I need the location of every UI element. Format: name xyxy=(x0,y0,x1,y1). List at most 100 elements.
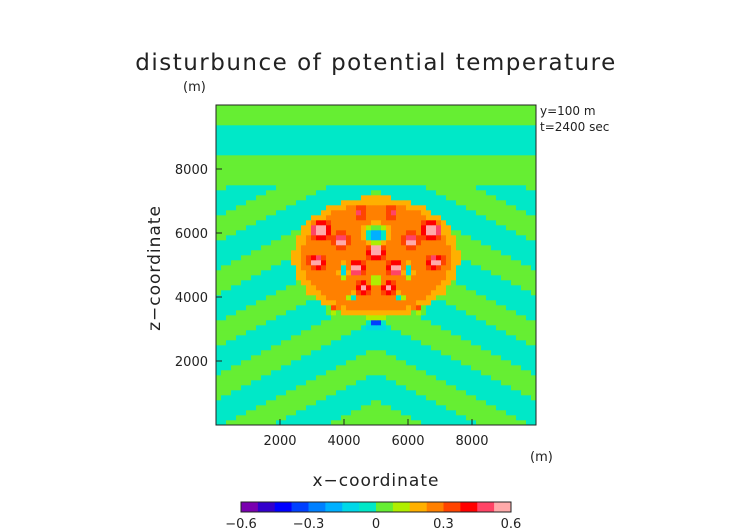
heatmap-cell xyxy=(421,295,427,301)
heatmap-cell xyxy=(311,180,317,186)
heatmap-cell xyxy=(216,200,222,206)
plot-frame xyxy=(215,104,537,426)
heatmap-cell xyxy=(426,205,432,211)
heatmap-cell xyxy=(386,305,392,311)
heatmap-cell xyxy=(246,240,252,246)
colorbar-swatch xyxy=(257,502,276,512)
heatmap-cell xyxy=(236,325,242,331)
heatmap-cell xyxy=(281,355,287,361)
heatmap-cell xyxy=(281,185,287,191)
heatmap-cell xyxy=(466,400,472,406)
heatmap-cell xyxy=(226,265,232,271)
heatmap-cell xyxy=(411,210,417,216)
heatmap-cell xyxy=(336,225,342,231)
heatmap-cell xyxy=(376,190,382,196)
heatmap-cell xyxy=(301,315,307,321)
heatmap-cell xyxy=(316,335,322,341)
heatmap-cell xyxy=(296,255,302,261)
heatmap-cell xyxy=(276,160,282,166)
heatmap-cell xyxy=(531,115,537,121)
heatmap-cell xyxy=(441,110,447,116)
heatmap-cell xyxy=(456,190,462,196)
heatmap-cell xyxy=(516,375,522,381)
heatmap-cell xyxy=(456,280,462,286)
heatmap-cell xyxy=(276,245,282,251)
heatmap-cell xyxy=(341,400,347,406)
heatmap-cell xyxy=(466,305,472,311)
heatmap-cell xyxy=(271,240,277,246)
heatmap-cell xyxy=(491,175,497,181)
heatmap-cell xyxy=(246,410,252,416)
heatmap-cell xyxy=(461,360,467,366)
heatmap-cell xyxy=(271,150,277,156)
heatmap-cell xyxy=(326,115,332,121)
heatmap-cell xyxy=(291,225,297,231)
heatmap-cell xyxy=(226,195,232,201)
heatmap-cell xyxy=(381,215,387,221)
heatmap-cell xyxy=(431,415,437,421)
heatmap-cell xyxy=(501,420,507,426)
heatmap-cell xyxy=(246,320,252,326)
heatmap-cell xyxy=(481,375,487,381)
heatmap-cell xyxy=(361,280,367,286)
heatmap-cell xyxy=(361,140,367,146)
heatmap-cell xyxy=(451,110,457,116)
heatmap-cell xyxy=(271,125,277,131)
heatmap-cell xyxy=(231,140,237,146)
heatmap-cell xyxy=(426,105,432,111)
heatmap-cell xyxy=(456,255,462,261)
heatmap-cell xyxy=(446,295,452,301)
heatmap-cell xyxy=(401,355,407,361)
heatmap-cell xyxy=(296,235,302,241)
heatmap-cell xyxy=(441,375,447,381)
heatmap-cell xyxy=(356,110,362,116)
heatmap-cell xyxy=(356,225,362,231)
heatmap-cell xyxy=(496,270,502,276)
heatmap-cell xyxy=(276,205,282,211)
heatmap-cell xyxy=(236,195,242,201)
heatmap-cell xyxy=(391,225,397,231)
heatmap-cell xyxy=(226,235,232,241)
heatmap-cell xyxy=(261,140,267,146)
heatmap-cell xyxy=(466,320,472,326)
heatmap-cell xyxy=(336,420,342,426)
heatmap-cell xyxy=(431,365,437,371)
heatmap-cell xyxy=(461,210,467,216)
heatmap-cell xyxy=(361,295,367,301)
heatmap-cell xyxy=(386,240,392,246)
heatmap-cell xyxy=(511,185,517,191)
heatmap-cell xyxy=(366,210,372,216)
heatmap-cell xyxy=(301,185,307,191)
heatmap-cell xyxy=(346,380,352,386)
heatmap-cell xyxy=(261,390,267,396)
heatmap-cell xyxy=(251,415,257,421)
heatmap-cell xyxy=(406,395,412,401)
heatmap-cell xyxy=(346,185,352,191)
heatmap-cell xyxy=(286,240,292,246)
heatmap-cell xyxy=(426,275,432,281)
heatmap-cell xyxy=(321,120,327,126)
heatmap-cell xyxy=(361,190,367,196)
heatmap-cell xyxy=(466,150,472,156)
heatmap-cell xyxy=(271,300,277,306)
heatmap-cell xyxy=(421,345,427,351)
heatmap-cell xyxy=(336,120,342,126)
heatmap-cell xyxy=(426,260,432,266)
heatmap-cell xyxy=(366,235,372,241)
heatmap-cell xyxy=(506,275,512,281)
heatmap-cell xyxy=(271,405,277,411)
heatmap-cell xyxy=(266,240,272,246)
heatmap-cell xyxy=(481,170,487,176)
heatmap-cell xyxy=(306,255,312,261)
heatmap-cell xyxy=(446,260,452,266)
heatmap-cell xyxy=(361,355,367,361)
heatmap-cell xyxy=(331,355,337,361)
title-unit: (m) xyxy=(183,80,206,95)
heatmap-cell xyxy=(426,410,432,416)
heatmap-cell xyxy=(391,105,397,111)
heatmap-cell xyxy=(481,310,487,316)
heatmap-cell xyxy=(331,340,337,346)
heatmap-cell xyxy=(381,225,387,231)
heatmap-cell xyxy=(241,165,247,171)
heatmap-cell xyxy=(471,180,477,186)
